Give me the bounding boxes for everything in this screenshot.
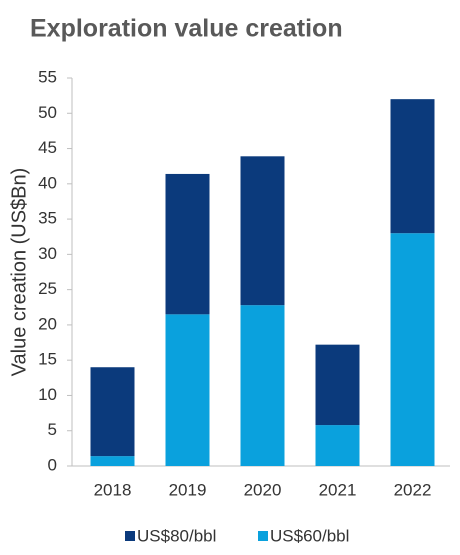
bar-segment: [240, 156, 285, 306]
y-tick-label: 55: [38, 67, 57, 86]
bar-segment: [165, 173, 210, 315]
y-tick-label: 45: [38, 138, 57, 157]
x-tick-label: 2021: [319, 480, 357, 499]
bar-segment: [90, 456, 135, 466]
y-tick-label: 15: [38, 350, 57, 369]
x-tick-label: 2020: [244, 480, 282, 499]
y-tick-label: 30: [38, 244, 57, 263]
y-tick-label: 25: [38, 279, 57, 298]
legend-swatch: [125, 531, 135, 541]
y-tick-label: 10: [38, 385, 57, 404]
bar-segment: [315, 344, 360, 426]
bar-segment: [165, 314, 210, 466]
bar-segment: [90, 367, 135, 457]
y-tick-label: 20: [38, 314, 57, 333]
bar-segment: [240, 305, 285, 466]
y-tick-label: 0: [48, 455, 57, 474]
legend-label: US$60/bbl: [270, 526, 349, 545]
x-tick-label: 2019: [169, 480, 207, 499]
bar-segment: [315, 425, 360, 466]
y-tick-label: 35: [38, 209, 57, 228]
bar-segment: [390, 233, 435, 466]
chart-title: Exploration value creation: [30, 15, 343, 43]
legend-swatch: [258, 531, 268, 541]
y-axis-label: Value creation (US$Bn): [8, 168, 30, 377]
legend-label: US$80/bbl: [137, 526, 216, 545]
y-tick-label: 50: [38, 103, 57, 122]
y-tick-label: 40: [38, 173, 57, 192]
y-tick-label: 5: [48, 420, 57, 439]
x-tick-label: 2022: [394, 480, 432, 499]
bar-segment: [390, 99, 435, 234]
x-tick-label: 2018: [94, 480, 132, 499]
